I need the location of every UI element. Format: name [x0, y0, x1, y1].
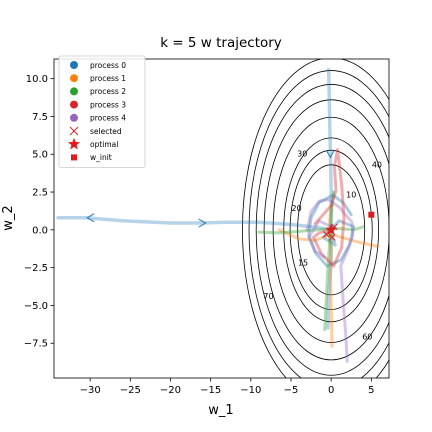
contour-line-20: [283, 137, 379, 323]
legend-entry: w_init: [71, 153, 112, 162]
contour-label: 30: [297, 150, 307, 159]
x-tick-label: 0: [328, 385, 334, 396]
x-tick-label: −10: [240, 385, 261, 396]
series-line-process-1: [328, 204, 334, 348]
w-init-marker: [368, 211, 375, 218]
legend-marker: [70, 61, 78, 69]
x-axis-label: w_1: [208, 403, 233, 418]
series-layer: [56, 67, 380, 363]
x-tick-label: −25: [120, 385, 141, 396]
y-tick-label: −5.0: [24, 301, 48, 312]
marker-layer: [322, 211, 375, 241]
y-tick-label: 5.0: [32, 150, 48, 161]
contour-label: 15: [298, 259, 308, 268]
contour-label: 20: [292, 204, 302, 213]
series-line-process-1: [277, 228, 380, 248]
legend-entry: process 4: [70, 114, 126, 123]
legend-label: selected: [90, 127, 122, 136]
legend-entry: process 3: [70, 100, 126, 109]
contour-layer: 10 15 20 30 40 60 70: [242, 59, 389, 378]
series-line-process-2: [323, 190, 336, 332]
contour-line-40: [263, 99, 389, 361]
contour-line-10: [297, 164, 366, 296]
trajectory-arrow: [198, 218, 207, 228]
contour-line-30: [272, 116, 389, 343]
series-line-process-2: [257, 225, 365, 235]
legend-frame: [58, 55, 146, 168]
series-line-process-4: [307, 219, 333, 259]
series-line-process-4: [305, 198, 355, 363]
legend-entry: process 2: [70, 87, 126, 96]
contour-line-15: [289, 149, 373, 310]
x-axis: −30 −25 −20 −15 −10 −5 0 5: [80, 378, 375, 396]
contour-line-70: [242, 59, 389, 378]
legend-marker: [69, 126, 79, 136]
legend-marker: [70, 113, 78, 122]
legend-label: process 0: [90, 61, 126, 70]
contour-label: 60: [362, 333, 372, 342]
x-tick-label: −30: [80, 385, 101, 396]
chart-title: k = 5 w trajectory: [160, 35, 282, 51]
contour-label: 10: [346, 191, 356, 200]
x-tick-label: −5: [284, 385, 299, 396]
y-axis: −7.5 −5.0 −2.5 0.0 2.5 5.0 7.5 10.0: [24, 74, 54, 350]
contour-label: 70: [263, 292, 273, 301]
legend-entry: process 0: [70, 61, 126, 70]
y-tick-label: 0.0: [32, 225, 48, 236]
legend-label: optimal: [90, 140, 118, 149]
trajectory-arrow: [325, 149, 335, 159]
legend-marker: [70, 100, 78, 109]
x-tick-label: 5: [368, 385, 374, 396]
legend-label: process 3: [90, 100, 126, 109]
x-tick-label: −15: [200, 385, 221, 396]
contour-label: 40: [372, 160, 382, 169]
legend-label: process 4: [90, 114, 126, 123]
y-tick-label: −7.5: [24, 339, 48, 350]
trajectory-arrow: [86, 213, 95, 223]
legend-entry: process 1: [70, 74, 126, 83]
legend: process 0 process 1 process 2 process 3 proc…: [58, 55, 146, 168]
legend-label: process 1: [90, 74, 126, 83]
contour-line-50: [255, 84, 389, 376]
y-axis-label: w_2: [1, 205, 16, 230]
plot-frame: [53, 58, 390, 379]
y-tick-label: 2.5: [32, 188, 48, 199]
contour-line-60: [248, 70, 389, 378]
optimal-marker: [325, 223, 337, 235]
legend-marker: [70, 87, 78, 96]
series-line-process-3: [312, 148, 346, 268]
x-tick-label: −20: [160, 385, 181, 396]
legend-label: w_init: [90, 153, 112, 162]
legend-marker: [71, 154, 77, 161]
legend-entry: selected: [69, 126, 122, 136]
y-tick-label: −2.5: [24, 263, 48, 274]
series-line-trajectory: [56, 215, 333, 232]
legend-marker: [70, 74, 78, 83]
legend-marker: [67, 137, 81, 150]
legend-label: process 2: [90, 87, 126, 96]
y-tick-label: 10.0: [26, 74, 48, 85]
y-tick-label: 7.5: [32, 112, 48, 123]
series-line-trajectory: [326, 67, 333, 330]
selected-marker: [328, 234, 336, 241]
legend-entry: optimal: [67, 137, 118, 150]
